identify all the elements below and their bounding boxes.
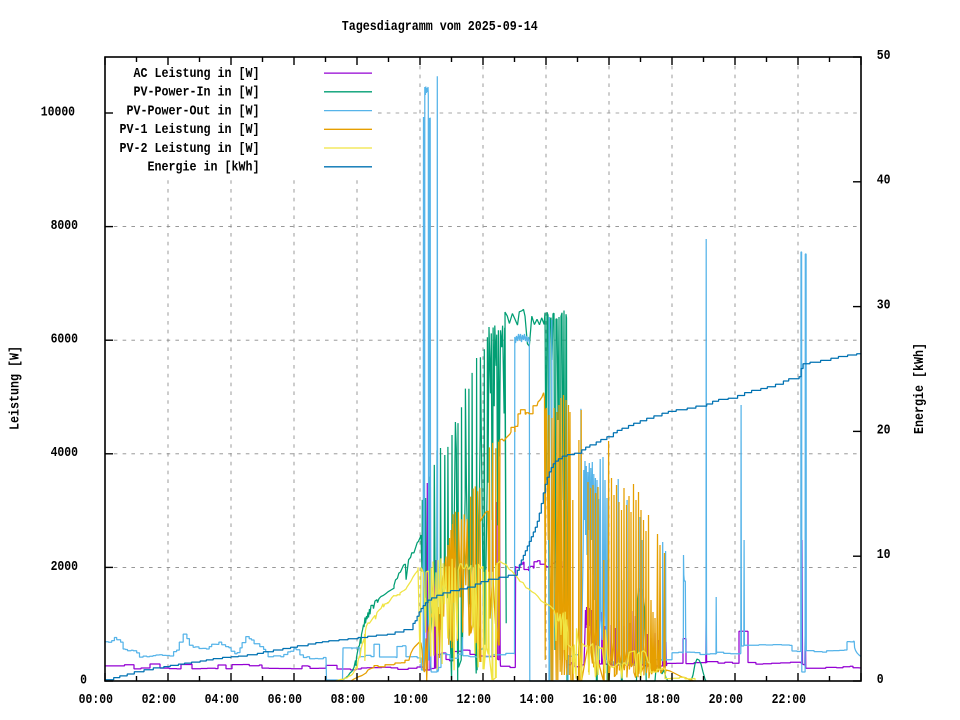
svg-text:PV-2 Leistung in [W]: PV-2 Leistung in [W]: [120, 142, 260, 157]
svg-text:0: 0: [877, 673, 884, 688]
svg-text:8000: 8000: [51, 219, 78, 234]
svg-text:02:00: 02:00: [142, 693, 176, 708]
svg-text:PV-Power-In in [W]: PV-Power-In in [W]: [134, 86, 260, 101]
svg-text:PV-Power-Out in [W]: PV-Power-Out in [W]: [127, 104, 260, 119]
svg-text:6000: 6000: [51, 333, 78, 348]
svg-text:04:00: 04:00: [205, 693, 239, 708]
svg-text:Leistung [W]: Leistung [W]: [9, 346, 24, 430]
svg-text:Energie in [kWh]: Energie in [kWh]: [148, 161, 260, 176]
svg-text:50: 50: [877, 49, 891, 64]
svg-text:06:00: 06:00: [268, 693, 302, 708]
svg-text:16:00: 16:00: [583, 693, 617, 708]
svg-text:22:00: 22:00: [772, 693, 806, 708]
svg-text:Energie [kWh]: Energie [kWh]: [913, 343, 928, 434]
svg-text:2000: 2000: [51, 560, 78, 575]
svg-text:4000: 4000: [51, 446, 78, 461]
svg-text:08:00: 08:00: [331, 693, 365, 708]
svg-text:20: 20: [877, 423, 891, 438]
svg-text:18:00: 18:00: [646, 693, 680, 708]
svg-text:30: 30: [877, 299, 891, 314]
svg-text:PV-1 Leistung in [W]: PV-1 Leistung in [W]: [120, 123, 260, 138]
svg-text:0: 0: [80, 673, 87, 688]
svg-text:12:00: 12:00: [457, 693, 491, 708]
svg-text:10:00: 10:00: [394, 693, 428, 708]
svg-text:20:00: 20:00: [709, 693, 743, 708]
svg-text:10000: 10000: [41, 105, 75, 120]
svg-text:00:00: 00:00: [79, 693, 113, 708]
svg-text:10: 10: [877, 548, 891, 563]
svg-text:Tagesdiagramm vom 2025-09-14: Tagesdiagramm vom 2025-09-14: [342, 20, 538, 35]
svg-text:14:00: 14:00: [520, 693, 554, 708]
svg-text:40: 40: [877, 174, 891, 189]
svg-text:AC Leistung in [W]: AC Leistung in [W]: [134, 67, 260, 82]
